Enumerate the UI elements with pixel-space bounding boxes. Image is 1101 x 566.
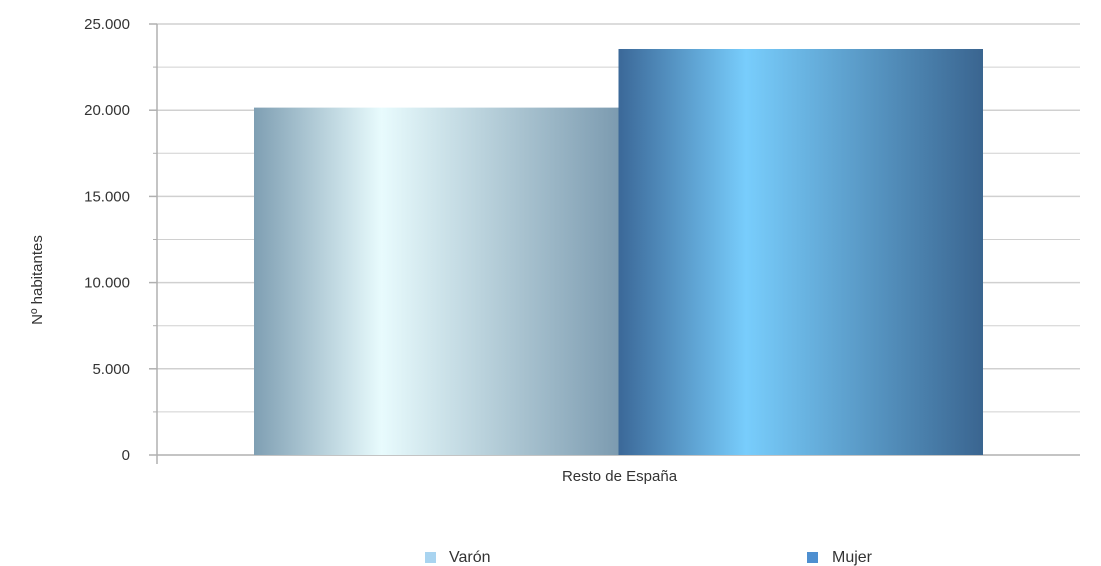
legend-swatch-varon xyxy=(425,552,436,563)
legend-item-mujer: Mujer xyxy=(807,549,873,566)
legend-label-mujer: Mujer xyxy=(832,549,873,566)
bars xyxy=(254,48,983,456)
bar-mujer xyxy=(618,48,983,456)
bar-varon xyxy=(254,107,619,455)
axis-labels: 0 5.000 10.000 15.000 20.000 25.000 Resto de E… xyxy=(84,16,678,485)
y-tick-label: 0 xyxy=(122,447,130,464)
legend-swatch-mujer xyxy=(807,552,818,563)
y-tick-label: 20.000 xyxy=(84,102,130,119)
y-axis-title: Nº habitantes xyxy=(29,235,46,325)
legend: Varón Mujer xyxy=(425,549,873,566)
y-tick-label: 5.000 xyxy=(92,361,130,378)
legend-item-varon: Varón xyxy=(425,549,491,566)
legend-label-varon: Varón xyxy=(449,549,491,566)
y-tick-label: 25.000 xyxy=(84,16,130,33)
y-tick-label: 15.000 xyxy=(84,188,130,205)
y-tick-label: 10.000 xyxy=(84,275,130,292)
x-category-label: Resto de España xyxy=(562,468,678,485)
